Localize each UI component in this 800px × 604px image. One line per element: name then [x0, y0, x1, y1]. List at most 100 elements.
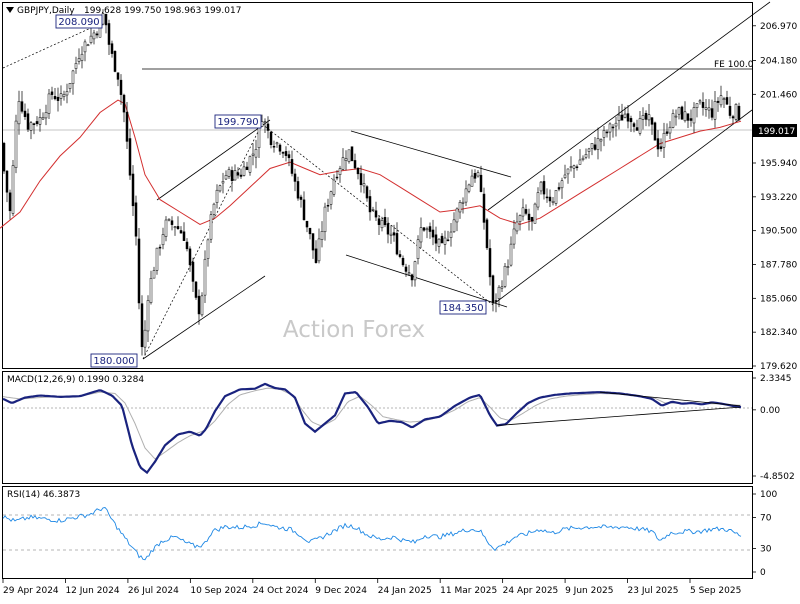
candle-body	[503, 265, 507, 287]
candle-body	[128, 138, 132, 176]
candle-body	[419, 227, 423, 243]
candle-body	[527, 213, 531, 221]
candle-body	[239, 174, 243, 177]
candle-body	[623, 113, 627, 118]
candle-body	[392, 232, 396, 236]
candle-body	[305, 220, 309, 228]
candle-body	[671, 113, 675, 128]
candle-body	[290, 159, 294, 174]
time-tick-label: 24 Jan 2025	[378, 586, 432, 596]
time-tick-label: 24 Apr 2025	[503, 586, 559, 596]
candle-body	[89, 35, 93, 43]
candle-body	[47, 93, 51, 114]
candle-body	[266, 123, 270, 131]
current-price-tag-box	[753, 124, 797, 137]
candle-body	[230, 170, 234, 181]
candle-body	[596, 138, 600, 150]
candle-body	[344, 158, 348, 161]
current-price-tag: 199.017	[753, 124, 797, 137]
candle-body	[707, 107, 711, 111]
candle-body	[617, 114, 621, 121]
candle-body	[206, 239, 210, 259]
candle-body	[68, 83, 72, 89]
candle-body	[365, 186, 369, 199]
candle-body	[518, 215, 522, 223]
candle-body	[119, 79, 123, 95]
candle-body	[602, 130, 606, 138]
channel-line-1b	[156, 119, 271, 201]
candle-body	[506, 266, 510, 268]
candle-body	[164, 219, 168, 237]
price-tick-label: 182.340	[760, 328, 797, 338]
collapse-triangle-icon[interactable]	[6, 7, 14, 13]
macd-tick-label: 0.00	[760, 406, 780, 416]
dashed-line-3	[261, 123, 494, 306]
candle-body	[629, 118, 633, 123]
candle-body	[377, 218, 381, 225]
candle-body	[371, 209, 375, 211]
candle-body	[587, 148, 591, 152]
candle-body	[680, 106, 684, 120]
candle-body	[179, 230, 183, 234]
candle-body	[182, 231, 186, 241]
time-tick-label: 9 Dec 2024	[315, 586, 367, 596]
candle-body	[566, 168, 570, 175]
candle-body	[242, 166, 246, 176]
candle-body	[248, 156, 252, 173]
candle-body	[626, 113, 630, 122]
candle-body	[380, 220, 384, 229]
candle-body	[494, 300, 498, 302]
candle-body	[185, 241, 189, 250]
annotation-high-2024-text: 208.090	[58, 17, 99, 28]
price-tick-label: 193.220	[760, 193, 797, 203]
rsi-tick-label: 70	[760, 513, 772, 523]
candle-body	[560, 180, 564, 189]
candle-body	[410, 274, 414, 281]
annotation-swing-low: 184.350	[439, 300, 487, 315]
candle-body	[368, 196, 372, 213]
candle-body	[284, 151, 288, 156]
candle-body	[293, 173, 297, 182]
candle-body	[218, 185, 222, 192]
channel-line-2a	[350, 130, 512, 178]
candle-body	[347, 149, 351, 162]
candle-body	[407, 272, 411, 275]
candle-body	[173, 226, 177, 228]
candle-body	[473, 173, 477, 179]
candle-body	[59, 93, 63, 99]
annotation-low-2024-text: 180.000	[93, 356, 134, 367]
candle-body	[23, 110, 27, 117]
candle-body	[725, 97, 729, 105]
rsi-line-path	[2, 507, 742, 561]
candle-body	[320, 231, 324, 240]
candle-body	[257, 125, 261, 149]
candle-body	[653, 122, 657, 141]
candle-body	[512, 228, 516, 245]
candle-body	[593, 144, 597, 150]
ohlc-label: 199.628 199.750 198.963 199.017	[84, 6, 241, 16]
candle-body	[44, 112, 48, 119]
candle-body	[500, 286, 504, 289]
candle-body	[662, 132, 666, 148]
candle-body	[524, 209, 528, 214]
candle-body	[281, 152, 285, 154]
candle-body	[26, 113, 30, 130]
candle-body	[575, 166, 579, 168]
candle-body	[383, 217, 387, 226]
channel-line-2b	[345, 254, 508, 308]
channel-line-1a	[142, 275, 266, 360]
candle-body	[515, 221, 519, 232]
macd-main-line	[2, 382, 742, 475]
macd-tick-label: -4.8502	[760, 472, 795, 482]
candle-body	[479, 174, 483, 192]
candle-body	[428, 226, 432, 232]
candle-body	[635, 127, 639, 131]
candle-body	[569, 166, 573, 168]
price-tick-label: 195.940	[760, 159, 797, 169]
candle-body	[425, 228, 429, 231]
candle-body	[125, 111, 129, 142]
candle-body	[359, 173, 363, 185]
candle-body	[341, 157, 345, 170]
candle-body	[437, 238, 441, 247]
